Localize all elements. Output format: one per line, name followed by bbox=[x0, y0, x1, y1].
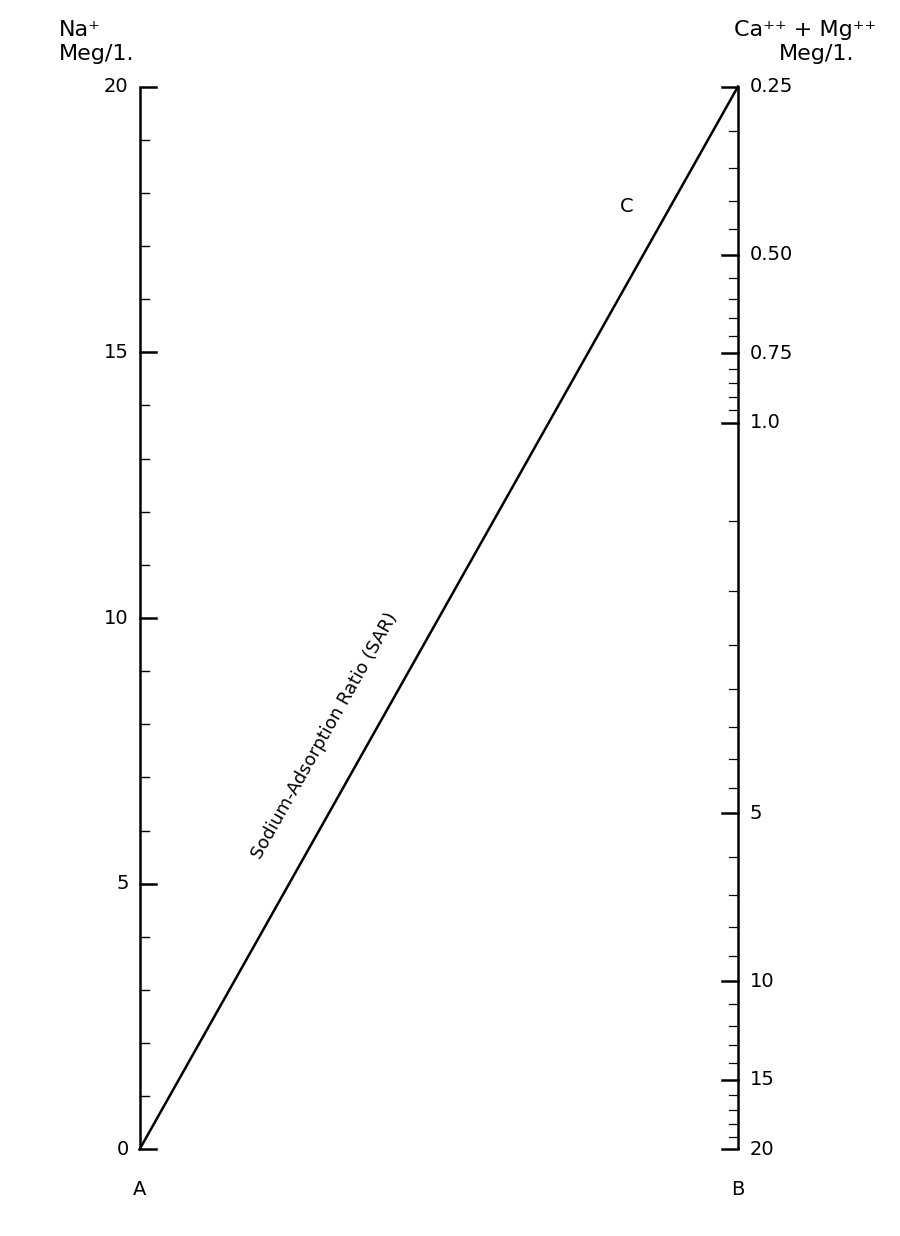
Text: 1.0: 1.0 bbox=[750, 413, 780, 433]
Text: 0.50: 0.50 bbox=[750, 245, 793, 265]
Text: 0: 0 bbox=[116, 1140, 129, 1159]
Text: 0.75: 0.75 bbox=[750, 344, 793, 362]
Text: C: C bbox=[620, 197, 634, 215]
Text: A: A bbox=[133, 1180, 146, 1199]
Text: Meg/1.: Meg/1. bbox=[778, 44, 854, 64]
Text: 0.25: 0.25 bbox=[750, 77, 793, 96]
Text: Meg/1.: Meg/1. bbox=[58, 44, 134, 64]
Text: Sodium-Adsorption Ratio (SAR): Sodium-Adsorption Ratio (SAR) bbox=[248, 609, 400, 861]
Text: 20: 20 bbox=[750, 1140, 774, 1159]
Text: 5: 5 bbox=[116, 874, 129, 894]
Text: B: B bbox=[732, 1180, 744, 1199]
Text: Ca⁺⁺ + Mg⁺⁺: Ca⁺⁺ + Mg⁺⁺ bbox=[734, 20, 876, 40]
Text: 15: 15 bbox=[104, 342, 129, 362]
Text: 10: 10 bbox=[750, 971, 774, 991]
Text: 10: 10 bbox=[104, 608, 129, 628]
Text: 15: 15 bbox=[750, 1070, 775, 1089]
Text: 5: 5 bbox=[750, 803, 762, 823]
Text: Na⁺: Na⁺ bbox=[58, 20, 101, 40]
Text: 20: 20 bbox=[104, 77, 129, 96]
